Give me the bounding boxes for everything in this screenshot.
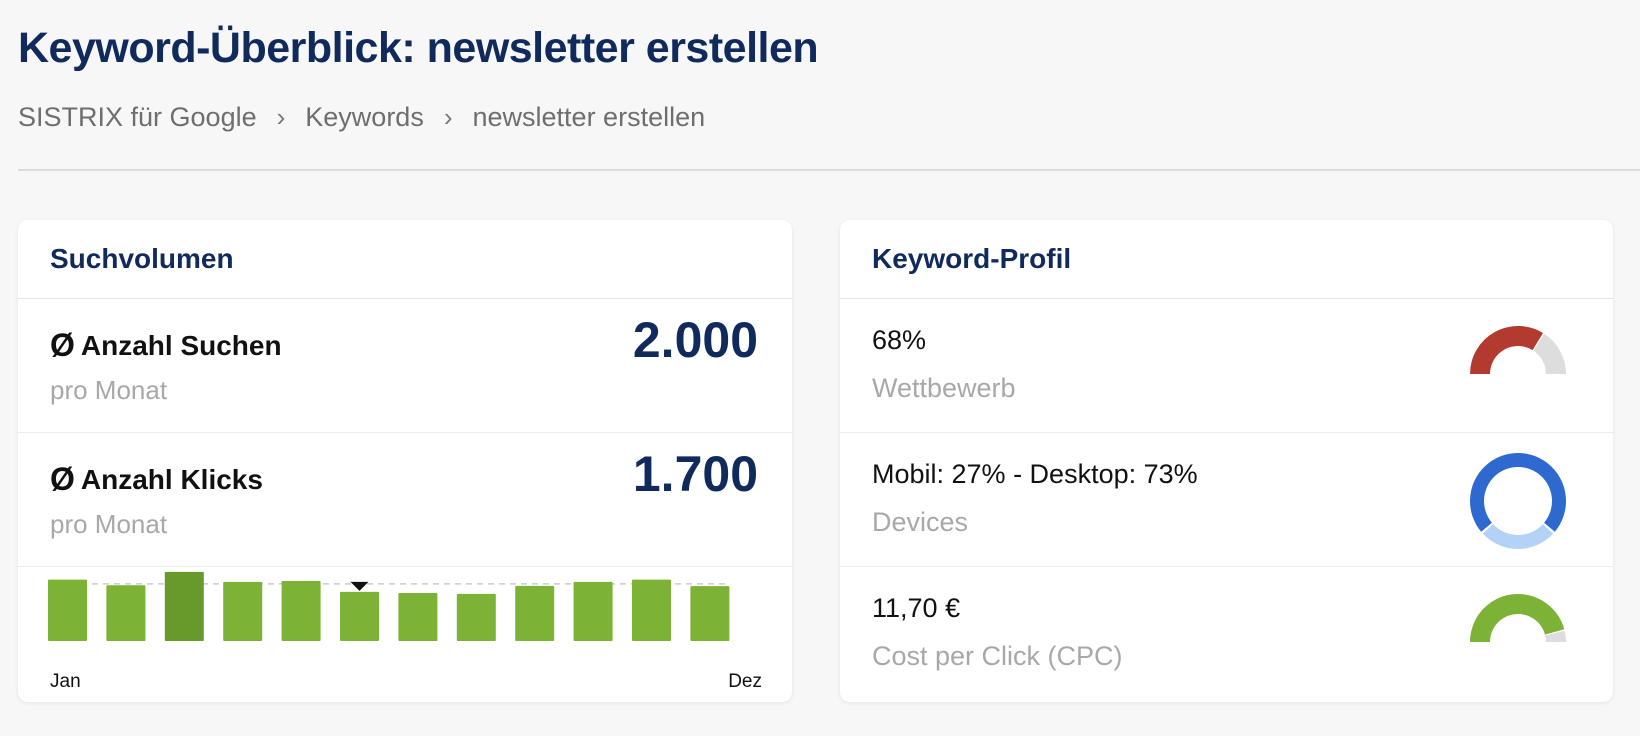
avg-clicks-label: Ø Anzahl Klicks — [50, 461, 263, 498]
bar-Apr — [223, 581, 263, 641]
avg-clicks-sub: pro Monat — [50, 509, 168, 539]
search-volume-card: Suchvolumen Ø Anzahl Suchen pro Monat 2.… — [18, 220, 792, 702]
avg-clicks-value: 1.700 — [632, 446, 758, 502]
avg-clicks-row: Ø Anzahl Klicks pro Monat 1.700 — [18, 433, 792, 567]
bar-Mär — [164, 571, 204, 641]
bar-Jan — [48, 579, 87, 641]
monthly-volume-chart: Jan Dez — [18, 567, 792, 701]
devices-donut — [1470, 453, 1566, 549]
cpc-value: 11,70 € — [872, 593, 961, 623]
bar-Mai — [281, 581, 321, 641]
devices-row: Mobil: 27% - Desktop: 73% Devices — [840, 433, 1613, 567]
bar-Aug — [456, 593, 496, 641]
breadcrumb-separator-icon: › — [276, 102, 286, 132]
bar-Okt — [573, 581, 613, 641]
breadcrumb-keywords[interactable]: Keywords — [305, 102, 424, 132]
cpc-row: 11,70 € Cost per Click (CPC) — [840, 567, 1613, 701]
avg-searches-sub: pro Monat — [50, 375, 168, 405]
monthly-volume-chart-svg — [48, 571, 730, 641]
devices-label: Devices — [872, 507, 969, 537]
bar-Jun — [340, 591, 379, 641]
devices-mobile-arc — [1482, 524, 1554, 549]
keyword-profile-title: Keyword-Profil — [840, 220, 1613, 299]
bar-Dez — [690, 586, 730, 641]
avg-searches-label: Ø Anzahl Suchen — [50, 327, 282, 364]
breadcrumb-sistrix-google[interactable]: SISTRIX für Google — [18, 102, 257, 132]
cpc-gauge — [1470, 594, 1566, 642]
current-month-marker-icon — [350, 581, 369, 591]
avg-searches-text: Anzahl Suchen — [80, 329, 282, 361]
average-icon: Ø — [50, 327, 75, 363]
bar-Jul — [398, 593, 438, 641]
bar-Sep — [515, 585, 555, 641]
chart-first-month-label: Jan — [50, 671, 81, 692]
competition-label: Wettbewerb — [872, 373, 1016, 403]
avg-searches-row: Ø Anzahl Suchen pro Monat 2.000 — [18, 299, 792, 433]
breadcrumb-separator-icon: › — [443, 102, 453, 132]
chart-last-month-label: Dez — [728, 671, 762, 692]
breadcrumb-current-keyword: newsletter erstellen — [472, 102, 706, 132]
keyword-profile-card: Keyword-Profil 68% Wettbewerb Mobil: 27%… — [840, 220, 1613, 702]
gauge-competition-value-arc — [1470, 326, 1544, 374]
average-icon: Ø — [50, 461, 75, 497]
breadcrumb: SISTRIX für Google › Keywords › newslett… — [18, 102, 705, 133]
competition-value: 68% — [872, 325, 927, 355]
devices-value: Mobil: 27% - Desktop: 73% — [872, 459, 1198, 489]
cpc-label: Cost per Click (CPC) — [872, 641, 1123, 671]
gauge-competition-rest-arc — [1533, 333, 1566, 374]
bar-Feb — [106, 585, 146, 641]
competition-gauge — [1470, 326, 1566, 374]
devices-desktop-arc — [1470, 453, 1566, 532]
avg-searches-value: 2.000 — [632, 312, 758, 368]
bar-Nov — [632, 579, 671, 641]
competition-row: 68% Wettbewerb — [840, 299, 1613, 433]
header-divider — [18, 169, 1640, 171]
avg-clicks-text: Anzahl Klicks — [80, 463, 263, 495]
gauge-cpc-rest-arc — [1545, 630, 1566, 642]
page-title: Keyword-Überblick: newsletter erstellen — [18, 24, 819, 72]
gauge-cpc-value-arc — [1470, 594, 1565, 642]
search-volume-title: Suchvolumen — [18, 220, 792, 299]
